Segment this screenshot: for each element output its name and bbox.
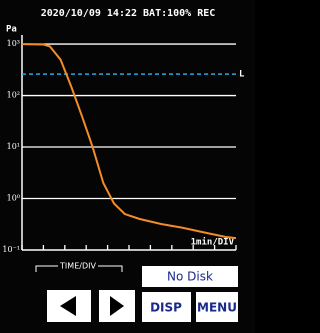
disp-button[interactable]: DISP: [142, 292, 191, 322]
disk-status: No Disk: [167, 270, 213, 284]
menu-label: MENU: [197, 301, 237, 315]
device-screen: 2020/10/09 14:22 BAT:100% REC Pa 1min/DI…: [0, 0, 255, 333]
y-tick-label: 10⁰: [7, 194, 20, 203]
y-tick-label: 10⁻¹: [2, 245, 20, 254]
time-left-button[interactable]: [47, 290, 91, 322]
y-axis-label: Pa: [6, 25, 17, 35]
status-bar: 2020/10/09 14:22 BAT:100% REC: [41, 8, 216, 19]
disp-label: DISP: [150, 301, 182, 315]
y-tick-label: 10³: [7, 39, 20, 48]
y-tick-label: 10¹: [7, 142, 20, 151]
limit-label: L: [239, 70, 245, 80]
page: {"status_bar": "2020/10/09 14:22 BAT:100…: [0, 0, 320, 333]
y-tick-label: 10²: [7, 91, 20, 100]
time-right-button[interactable]: [99, 290, 135, 322]
menu-button[interactable]: MENU: [196, 292, 238, 322]
time-div-label: TIME/DIV: [59, 262, 96, 271]
